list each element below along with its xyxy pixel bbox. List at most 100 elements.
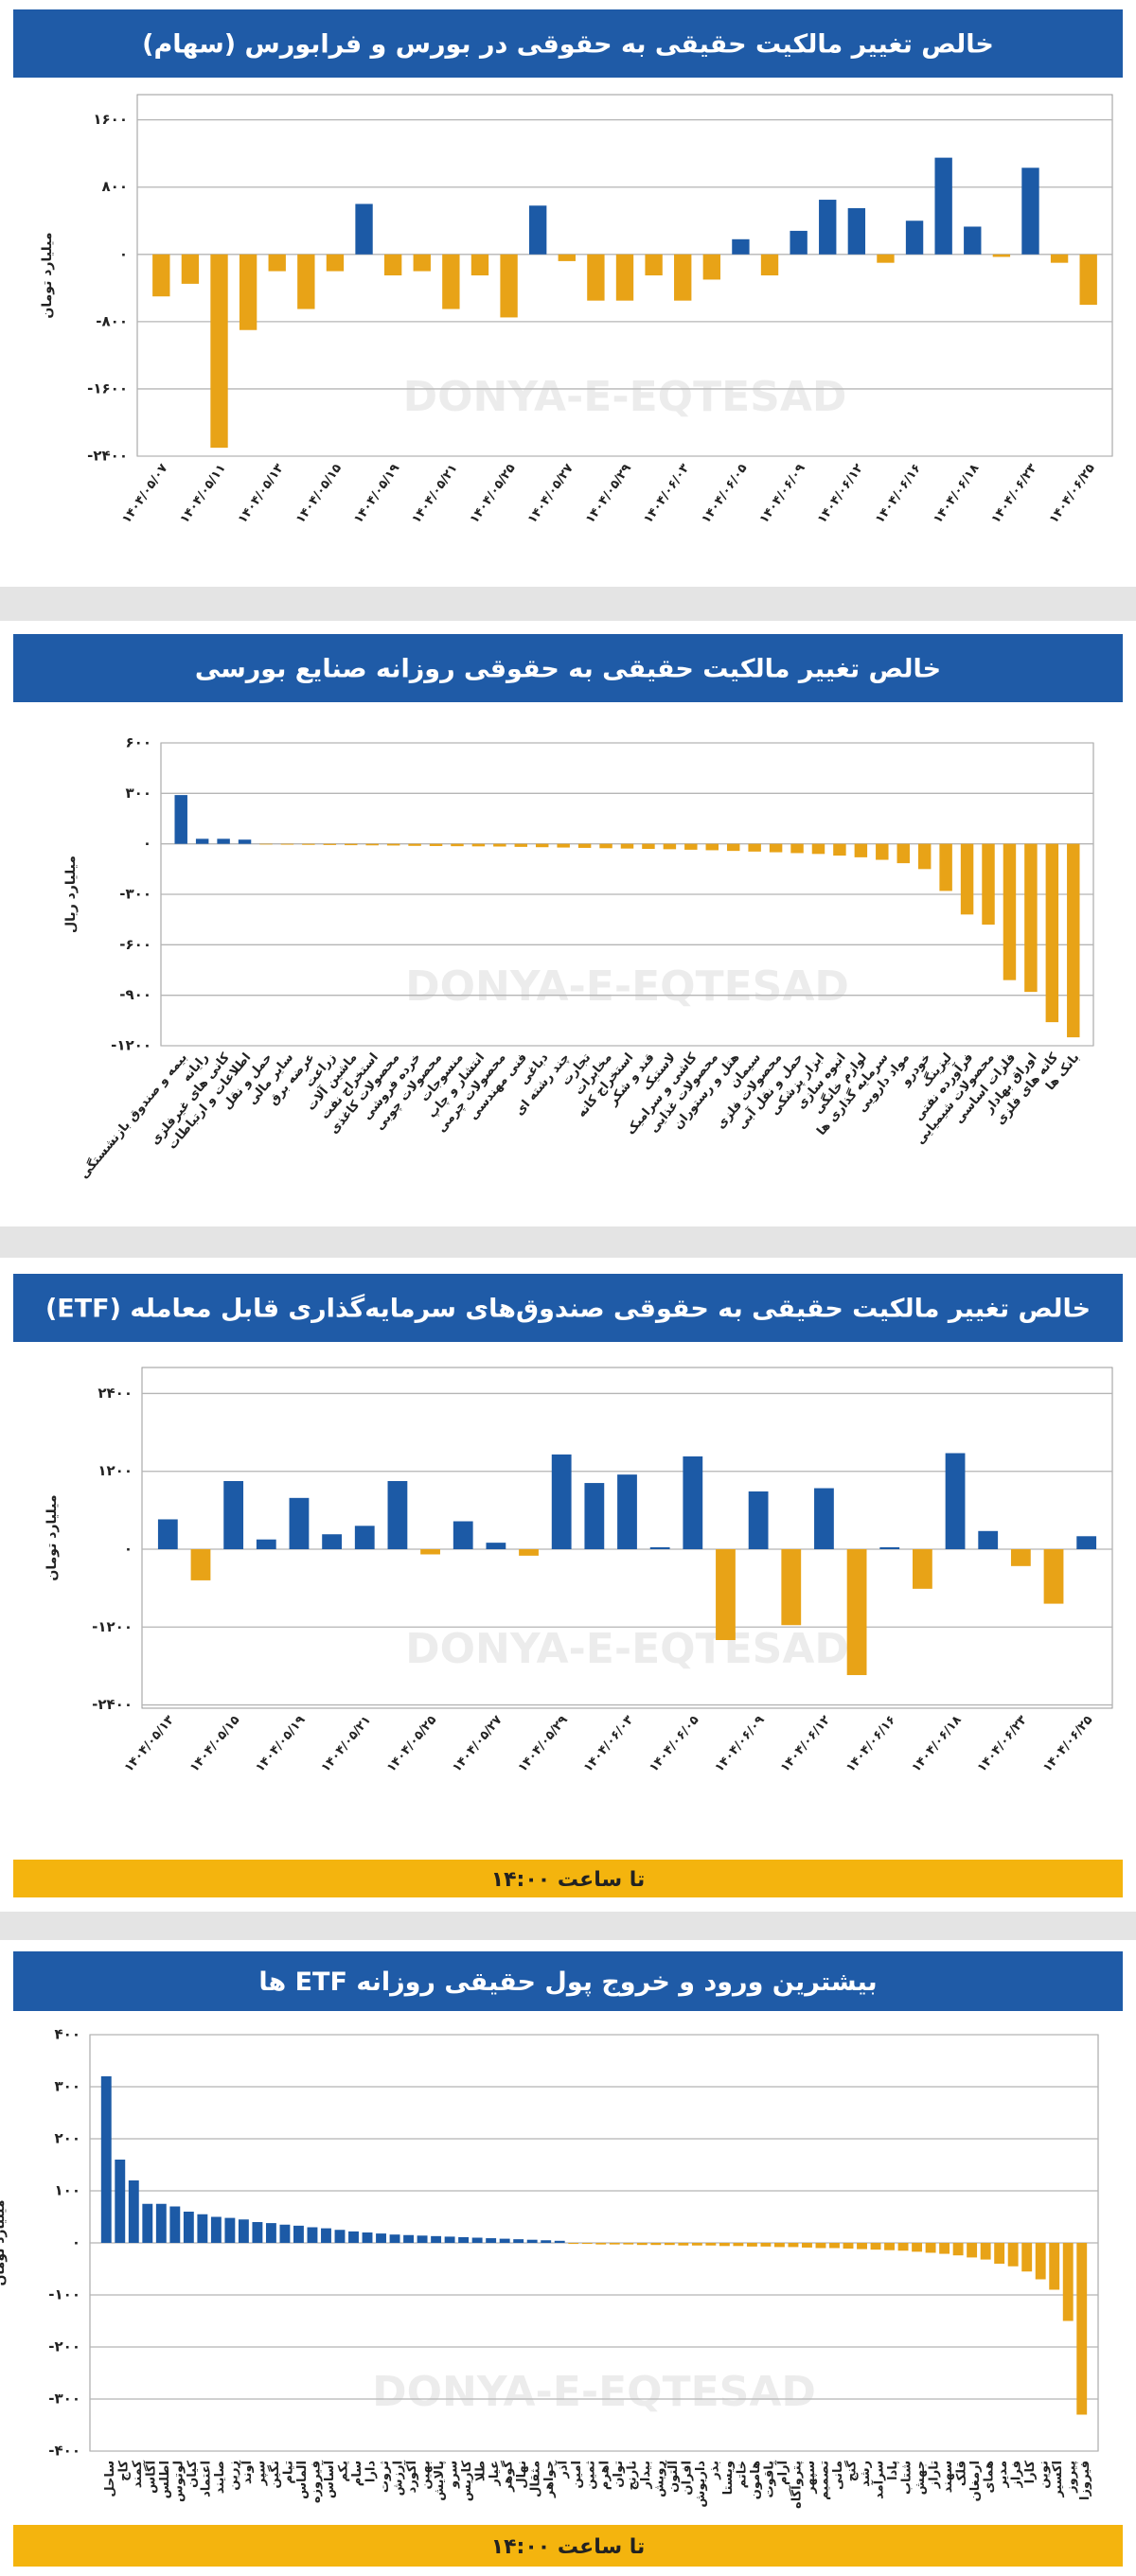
y-tick-label: ۳۰۰ bbox=[55, 2078, 80, 2095]
bar bbox=[322, 1534, 342, 1549]
bar bbox=[354, 1526, 375, 1549]
y-axis-label: میلیارد تومان bbox=[44, 1494, 60, 1580]
y-tick-label: ۰ bbox=[124, 1541, 133, 1558]
bar bbox=[581, 2243, 593, 2245]
bar bbox=[551, 1454, 572, 1549]
bar bbox=[265, 2223, 276, 2243]
x-tick-label: سپر bbox=[254, 2461, 268, 2486]
x-tick-label: ارزش bbox=[392, 2461, 406, 2496]
x-tick-label: آکورد bbox=[403, 2460, 419, 2493]
title-bar bbox=[13, 1951, 1123, 2011]
bar bbox=[939, 2243, 950, 2254]
y-tick-label: ۱۶۰۰ bbox=[93, 111, 128, 128]
x-tick-label: ساحل bbox=[103, 2461, 117, 2497]
bar bbox=[877, 254, 895, 263]
x-tick-label: تاراز bbox=[928, 2461, 942, 2489]
bar bbox=[620, 843, 634, 849]
bar bbox=[355, 203, 373, 255]
y-tick-label: -۶۰۰ bbox=[119, 936, 151, 953]
bar bbox=[716, 1549, 736, 1640]
y-axis-label: میلیارد ریال bbox=[63, 856, 79, 933]
bar bbox=[297, 254, 315, 309]
bar bbox=[334, 2230, 346, 2243]
x-tick-label: صایند bbox=[213, 2461, 227, 2494]
x-tick-label: آرام bbox=[774, 2460, 790, 2484]
bar bbox=[429, 843, 443, 846]
bar bbox=[289, 1497, 310, 1549]
chart-title: خالص تغییر مالکیت حقیقی به حقوقی صندوق‌ه… bbox=[45, 1294, 1091, 1324]
bar bbox=[843, 2243, 854, 2250]
bar bbox=[1043, 1549, 1064, 1604]
bar bbox=[636, 2243, 648, 2246]
chart-title: خالص تغییر مالکیت حقیقی به حقوقی روزانه … bbox=[195, 655, 941, 684]
bar bbox=[678, 2243, 689, 2246]
bar bbox=[223, 1481, 244, 1549]
bar bbox=[1021, 168, 1039, 255]
y-tick-label: -۴۰۰ bbox=[48, 2443, 80, 2460]
bar bbox=[846, 1549, 867, 1676]
bar bbox=[238, 839, 252, 844]
bar bbox=[760, 254, 779, 275]
bar bbox=[684, 843, 698, 850]
panel bbox=[0, 1940, 1136, 2576]
bar bbox=[486, 2238, 497, 2243]
bar bbox=[280, 843, 294, 845]
bar bbox=[239, 254, 257, 330]
y-tick-label: ۰ bbox=[72, 2234, 80, 2251]
bar bbox=[190, 1549, 211, 1580]
bar bbox=[293, 2225, 304, 2243]
bar bbox=[348, 2231, 359, 2243]
bar bbox=[557, 843, 570, 848]
bar bbox=[857, 2243, 867, 2250]
bar bbox=[599, 843, 612, 849]
x-tick-label: شتاب bbox=[900, 2461, 914, 2495]
bar bbox=[403, 2234, 415, 2243]
bar bbox=[814, 1488, 834, 1549]
watermark: DONYA-E-EQTESAD bbox=[405, 1625, 849, 1673]
bar bbox=[1067, 843, 1080, 1038]
bar bbox=[345, 843, 358, 846]
chart-title: خالص تغییر مالکیت حقیقی به حقوقی در بورس… bbox=[142, 30, 994, 60]
bar bbox=[195, 838, 209, 844]
bar bbox=[217, 838, 230, 844]
bar bbox=[362, 2232, 373, 2243]
bar bbox=[609, 2243, 620, 2245]
bar bbox=[451, 843, 464, 847]
bar bbox=[577, 843, 592, 848]
bar bbox=[960, 843, 974, 915]
x-tick-label: کیان bbox=[186, 2461, 200, 2488]
bar bbox=[526, 2239, 538, 2243]
bar bbox=[992, 254, 1011, 257]
bar bbox=[705, 843, 719, 851]
y-tick-label: -۱۲۰۰ bbox=[111, 1037, 151, 1054]
x-tick-label: مثقال bbox=[529, 2461, 543, 2497]
bar bbox=[982, 843, 995, 925]
bar bbox=[733, 2243, 744, 2247]
note: تا ساعت ۱۴:۰۰ bbox=[491, 1868, 646, 1892]
bar bbox=[470, 254, 489, 275]
bar bbox=[529, 205, 547, 255]
bar bbox=[115, 2160, 126, 2243]
bar bbox=[408, 843, 421, 846]
bar bbox=[389, 2234, 400, 2243]
bar bbox=[1010, 1549, 1031, 1566]
x-tick-label: افران bbox=[680, 2461, 694, 2496]
x-tick-label: رویش bbox=[652, 2461, 666, 2497]
bar bbox=[815, 2243, 826, 2249]
bar bbox=[442, 254, 460, 309]
x-tick-label: توان bbox=[612, 2461, 626, 2488]
bar bbox=[513, 2239, 524, 2243]
bar bbox=[1035, 2243, 1046, 2280]
bar bbox=[790, 230, 808, 255]
bar bbox=[174, 795, 187, 844]
bar bbox=[386, 843, 400, 846]
bar bbox=[879, 1546, 900, 1549]
bar bbox=[1045, 843, 1059, 1023]
bar bbox=[554, 2240, 565, 2243]
y-tick-label: ۳۰۰ bbox=[126, 785, 151, 802]
x-tick-label: همای bbox=[983, 2461, 997, 2494]
bar bbox=[819, 200, 837, 255]
bar bbox=[181, 254, 200, 284]
x-tick-label: قلک bbox=[955, 2461, 969, 2486]
